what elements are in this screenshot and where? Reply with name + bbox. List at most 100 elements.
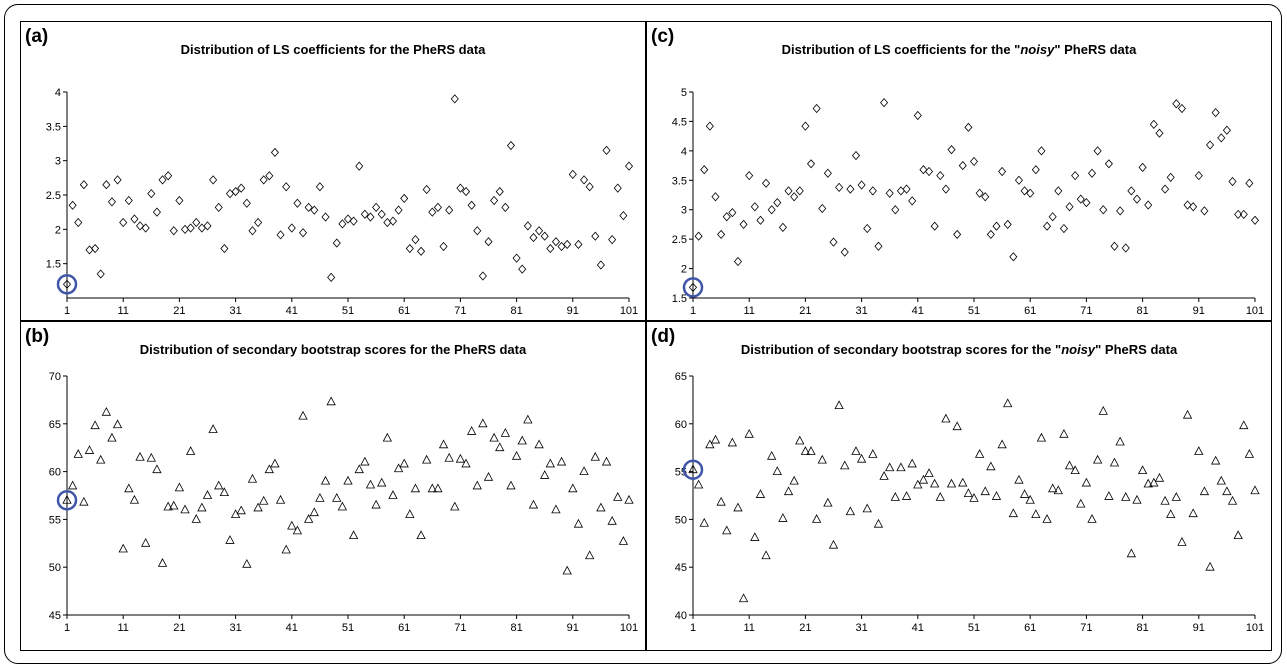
data-point bbox=[812, 103, 821, 114]
data-point bbox=[828, 539, 839, 549]
data-point bbox=[591, 231, 600, 241]
data-point bbox=[265, 171, 274, 181]
data-point bbox=[1250, 215, 1260, 225]
data-point bbox=[1003, 219, 1012, 230]
data-point bbox=[180, 224, 190, 234]
data-point bbox=[619, 210, 628, 221]
data-point bbox=[540, 231, 549, 241]
data-point bbox=[478, 418, 488, 428]
data-point bbox=[303, 514, 314, 523]
x-tick-label: 101 bbox=[1246, 305, 1264, 317]
data-point bbox=[902, 184, 911, 194]
data-point bbox=[975, 188, 984, 198]
highlight-circle bbox=[682, 277, 704, 298]
chart-title: Distribution of secondary bootstrap scor… bbox=[139, 342, 527, 357]
data-point bbox=[276, 230, 285, 240]
data-point bbox=[343, 214, 353, 224]
x-tick-label: 21 bbox=[799, 622, 811, 634]
data-point bbox=[124, 483, 134, 493]
data-point bbox=[511, 450, 522, 460]
data-point bbox=[1234, 209, 1243, 220]
data-point bbox=[248, 226, 257, 236]
data-point bbox=[1092, 454, 1103, 464]
y-tick-label: 65 bbox=[675, 371, 687, 383]
data-point bbox=[1109, 457, 1120, 467]
x-tick-label: 61 bbox=[1024, 305, 1036, 317]
data-point bbox=[750, 202, 759, 212]
data-point bbox=[400, 193, 409, 204]
data-point bbox=[545, 458, 555, 468]
data-point bbox=[1036, 432, 1047, 442]
data-point bbox=[688, 464, 698, 474]
data-point bbox=[1048, 212, 1057, 222]
data-point bbox=[845, 506, 856, 516]
data-point bbox=[337, 501, 348, 511]
data-point bbox=[596, 502, 606, 512]
data-point bbox=[500, 428, 511, 437]
data-point bbox=[767, 205, 776, 215]
data-point bbox=[84, 445, 95, 454]
data-point bbox=[1116, 206, 1125, 216]
data-point bbox=[601, 456, 612, 466]
data-point bbox=[556, 456, 567, 466]
data-point bbox=[806, 159, 816, 169]
data-point bbox=[1228, 176, 1237, 187]
data-point bbox=[818, 203, 827, 214]
data-point bbox=[169, 500, 179, 510]
data-point bbox=[868, 186, 877, 196]
data-point bbox=[112, 419, 123, 429]
data-point bbox=[738, 593, 749, 603]
data-point bbox=[355, 161, 364, 171]
data-point bbox=[388, 490, 398, 499]
x-tick-label: 1 bbox=[690, 622, 696, 634]
data-point bbox=[96, 269, 105, 279]
data-point bbox=[806, 446, 816, 455]
x-tick-label: 31 bbox=[855, 622, 867, 634]
data-point bbox=[607, 515, 617, 525]
data-point bbox=[1025, 494, 1035, 504]
data-point bbox=[1127, 186, 1136, 196]
x-tick-label: 91 bbox=[1193, 305, 1205, 317]
panel-c: (c) Distribution of LS coefficients for … bbox=[646, 21, 1272, 321]
data-point bbox=[733, 256, 742, 267]
data-point bbox=[320, 475, 331, 485]
x-tick-label: 11 bbox=[117, 622, 128, 634]
data-point bbox=[1239, 420, 1249, 430]
data-point bbox=[851, 446, 861, 455]
data-point bbox=[1161, 184, 1170, 194]
data-point bbox=[393, 463, 404, 473]
data-point bbox=[941, 184, 950, 194]
data-point bbox=[699, 517, 709, 527]
data-point bbox=[129, 494, 140, 504]
data-point bbox=[546, 243, 555, 254]
scatter-plot: 1.522.533.544.551 11 21 31 41 51 61 71 81 91 101 bbox=[672, 87, 1264, 317]
x-tick-label: 31 bbox=[229, 305, 241, 317]
data-point bbox=[495, 442, 505, 452]
data-point bbox=[1037, 146, 1046, 156]
data-point bbox=[79, 180, 88, 190]
data-point bbox=[534, 439, 544, 449]
data-point bbox=[783, 486, 794, 496]
data-point bbox=[790, 192, 799, 202]
data-point bbox=[1026, 188, 1035, 198]
data-point bbox=[1043, 221, 1052, 231]
data-point bbox=[817, 454, 827, 464]
data-point bbox=[439, 241, 448, 252]
data-point bbox=[74, 217, 83, 228]
data-point bbox=[1042, 514, 1052, 523]
data-point bbox=[936, 170, 945, 181]
data-point bbox=[292, 525, 303, 535]
data-point bbox=[694, 231, 703, 241]
data-point bbox=[152, 464, 162, 474]
y-tick-label: 4 bbox=[681, 146, 687, 158]
x-tick-label: 41 bbox=[912, 305, 924, 317]
data-point bbox=[309, 507, 319, 517]
data-point bbox=[254, 217, 263, 228]
data-point bbox=[778, 513, 788, 522]
data-point bbox=[293, 198, 302, 208]
data-point bbox=[986, 229, 995, 240]
data-point bbox=[433, 202, 442, 212]
data-point bbox=[107, 432, 117, 442]
data-point bbox=[613, 492, 623, 501]
data-point bbox=[405, 509, 415, 519]
